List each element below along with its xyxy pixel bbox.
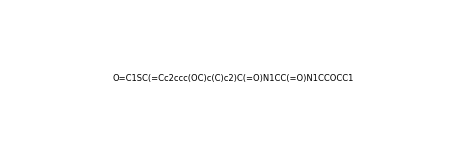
Text: O=C1SC(=Cc2ccc(OC)c(C)c2)C(=O)N1CC(=O)N1CCOCC1: O=C1SC(=Cc2ccc(OC)c(C)c2)C(=O)N1CC(=O)N1… (112, 75, 354, 83)
